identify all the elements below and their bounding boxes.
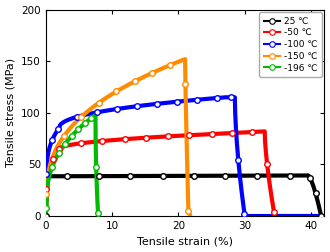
Legend: 25 ℃, -50 ℃, -100 ℃, -150 ℃, -196 ℃: 25 ℃, -50 ℃, -100 ℃, -150 ℃, -196 ℃	[259, 12, 322, 77]
X-axis label: Tensile strain (%): Tensile strain (%)	[137, 236, 233, 246]
Y-axis label: Tensile stress (MPa): Tensile stress (MPa)	[6, 58, 16, 167]
